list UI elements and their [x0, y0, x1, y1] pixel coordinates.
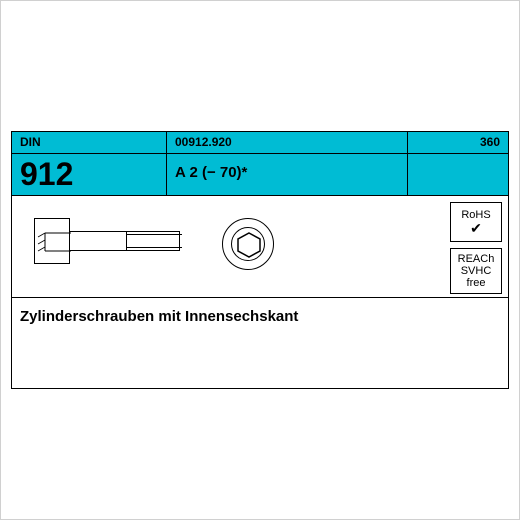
header-spacer	[408, 154, 508, 195]
reach-line2: SVHC	[451, 265, 501, 277]
hex-socket-icon	[236, 232, 262, 258]
spec-card: DIN 00912.920 360 912 A 2 (− 70)*	[11, 131, 509, 389]
din-label: DIN	[12, 132, 167, 153]
code-right: 360	[408, 132, 508, 153]
part-number: 00912.920	[167, 132, 408, 153]
rohs-badge: RoHS ✔	[450, 202, 502, 242]
header-row-2: 912 A 2 (− 70)*	[12, 154, 508, 196]
material-spec: A 2 (− 70)*	[167, 154, 408, 195]
screw-head-side	[34, 218, 70, 264]
header-row-1: DIN 00912.920 360	[12, 132, 508, 154]
product-description: Zylinderschrauben mit Innensechskant	[12, 298, 508, 325]
reach-line3: free	[451, 277, 501, 289]
head-circle-outer	[222, 218, 274, 270]
din-number: 912	[12, 154, 167, 195]
screw-front-view	[222, 218, 274, 270]
screw-threads	[126, 231, 182, 251]
reach-line1: REACh	[451, 253, 501, 265]
screw-head-hatch	[35, 219, 71, 265]
compliance-badges: RoHS ✔ REACh SVHC free	[450, 202, 502, 300]
page-container: DIN 00912.920 360 912 A 2 (− 70)*	[0, 0, 520, 520]
reach-badge: REACh SVHC free	[450, 248, 502, 294]
check-icon: ✔	[451, 221, 501, 235]
diagram-area: RoHS ✔ REACh SVHC free	[12, 196, 508, 298]
